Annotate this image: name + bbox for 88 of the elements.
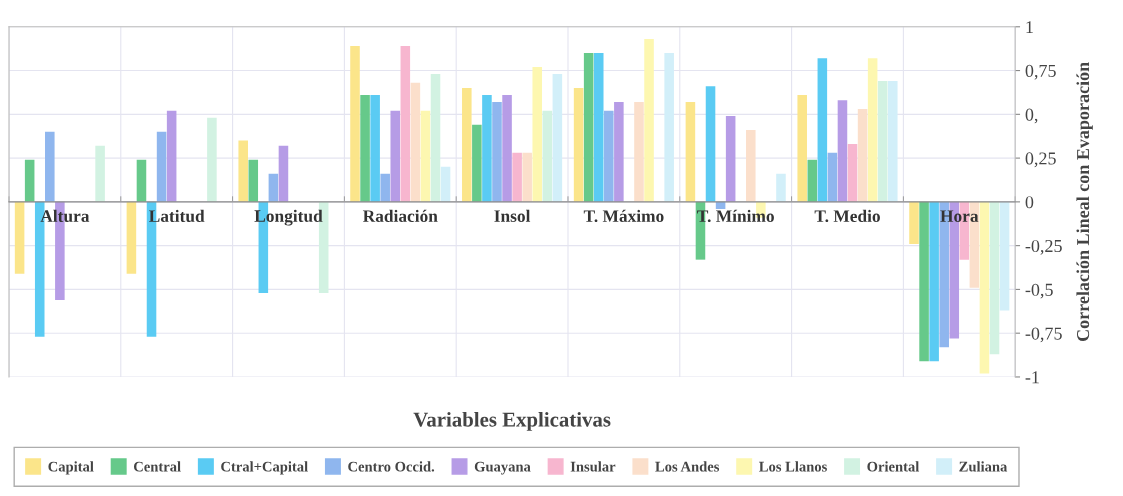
bar [472, 124, 482, 202]
bar [440, 166, 451, 202]
bar [532, 67, 543, 202]
y-tick-label: 0, [1025, 108, 1038, 124]
bar [989, 201, 1000, 355]
bar [614, 102, 624, 202]
bar [512, 152, 522, 202]
bar [482, 95, 492, 202]
bar [95, 145, 105, 202]
bar [360, 95, 370, 202]
y-tick-label: -0,5 [1025, 283, 1053, 299]
legend-label: Oriental [867, 461, 920, 472]
bar [45, 131, 55, 202]
bar [492, 102, 502, 202]
bar [583, 53, 594, 202]
legend-label: Zuliana [959, 461, 1008, 472]
bar [278, 145, 289, 202]
bar [502, 95, 512, 202]
bar [238, 140, 248, 202]
bar [136, 159, 147, 202]
bar [593, 53, 604, 202]
x-axis-title: Variables Explicativas [413, 411, 611, 431]
bar [350, 46, 360, 202]
y-tick-label: 1 [1026, 21, 1033, 34]
legend-label: Guayana [474, 461, 531, 475]
y-tick-label: 0,75 [1025, 64, 1056, 80]
bar [999, 201, 1010, 311]
bar [634, 102, 644, 202]
x-tick-label: Radiación [362, 209, 438, 222]
bar [909, 201, 919, 244]
legend-label: Ctral+Capital [221, 461, 308, 475]
bar [837, 100, 848, 202]
bar [847, 144, 858, 202]
legend-label: Central [133, 461, 181, 472]
bar [420, 110, 431, 202]
bar [827, 152, 838, 202]
bar [887, 81, 898, 202]
bar [268, 173, 279, 202]
bar [919, 201, 929, 362]
y-axis-title: Correlación Lineal con Evaporación [1076, 62, 1093, 342]
bar [705, 86, 716, 202]
bar [604, 110, 614, 202]
bar [746, 130, 756, 202]
bar [552, 74, 563, 202]
bar [522, 152, 532, 202]
bar [685, 102, 696, 202]
y-tick-label: -0,75 [1025, 327, 1062, 343]
bar [370, 95, 380, 202]
bar [644, 39, 654, 202]
y-tick-label: -0,25 [1025, 239, 1062, 255]
bar [542, 110, 553, 202]
bar [156, 131, 167, 202]
bar [857, 109, 868, 202]
y-tick-label: 0 [1025, 196, 1034, 209]
y-tick-label: -1 [1025, 371, 1039, 384]
bar [817, 58, 828, 202]
bar [430, 74, 441, 202]
bar [573, 88, 584, 202]
x-tick-label: T. Medio [814, 209, 880, 223]
bar [725, 116, 736, 202]
x-tick-label: Hora [940, 210, 979, 222]
bar [664, 53, 674, 202]
bar [400, 46, 411, 202]
bar [14, 201, 25, 274]
legend-label: Centro Occid. [348, 461, 435, 472]
bar [390, 110, 401, 202]
legend-label: Capital [48, 461, 94, 475]
y-tick-label: 0,25 [1025, 152, 1056, 168]
x-tick-label: Insol [494, 209, 531, 222]
bar [929, 201, 939, 362]
x-tick-label: T. Máximo [583, 209, 664, 223]
bar [166, 110, 177, 202]
bar [380, 173, 390, 202]
bar [877, 81, 888, 202]
bar [867, 58, 878, 202]
bar [776, 173, 786, 202]
legend-label: Los Llanos [759, 461, 827, 472]
bar [462, 88, 472, 202]
bar [797, 95, 807, 202]
bar [807, 159, 818, 202]
bar [207, 117, 217, 202]
legend-label: Los Andes [655, 461, 720, 472]
bar [24, 159, 35, 202]
bar [248, 159, 259, 202]
bar [979, 201, 990, 374]
bar [126, 201, 137, 274]
legend-label: Insular [570, 461, 616, 472]
bar [410, 82, 421, 202]
